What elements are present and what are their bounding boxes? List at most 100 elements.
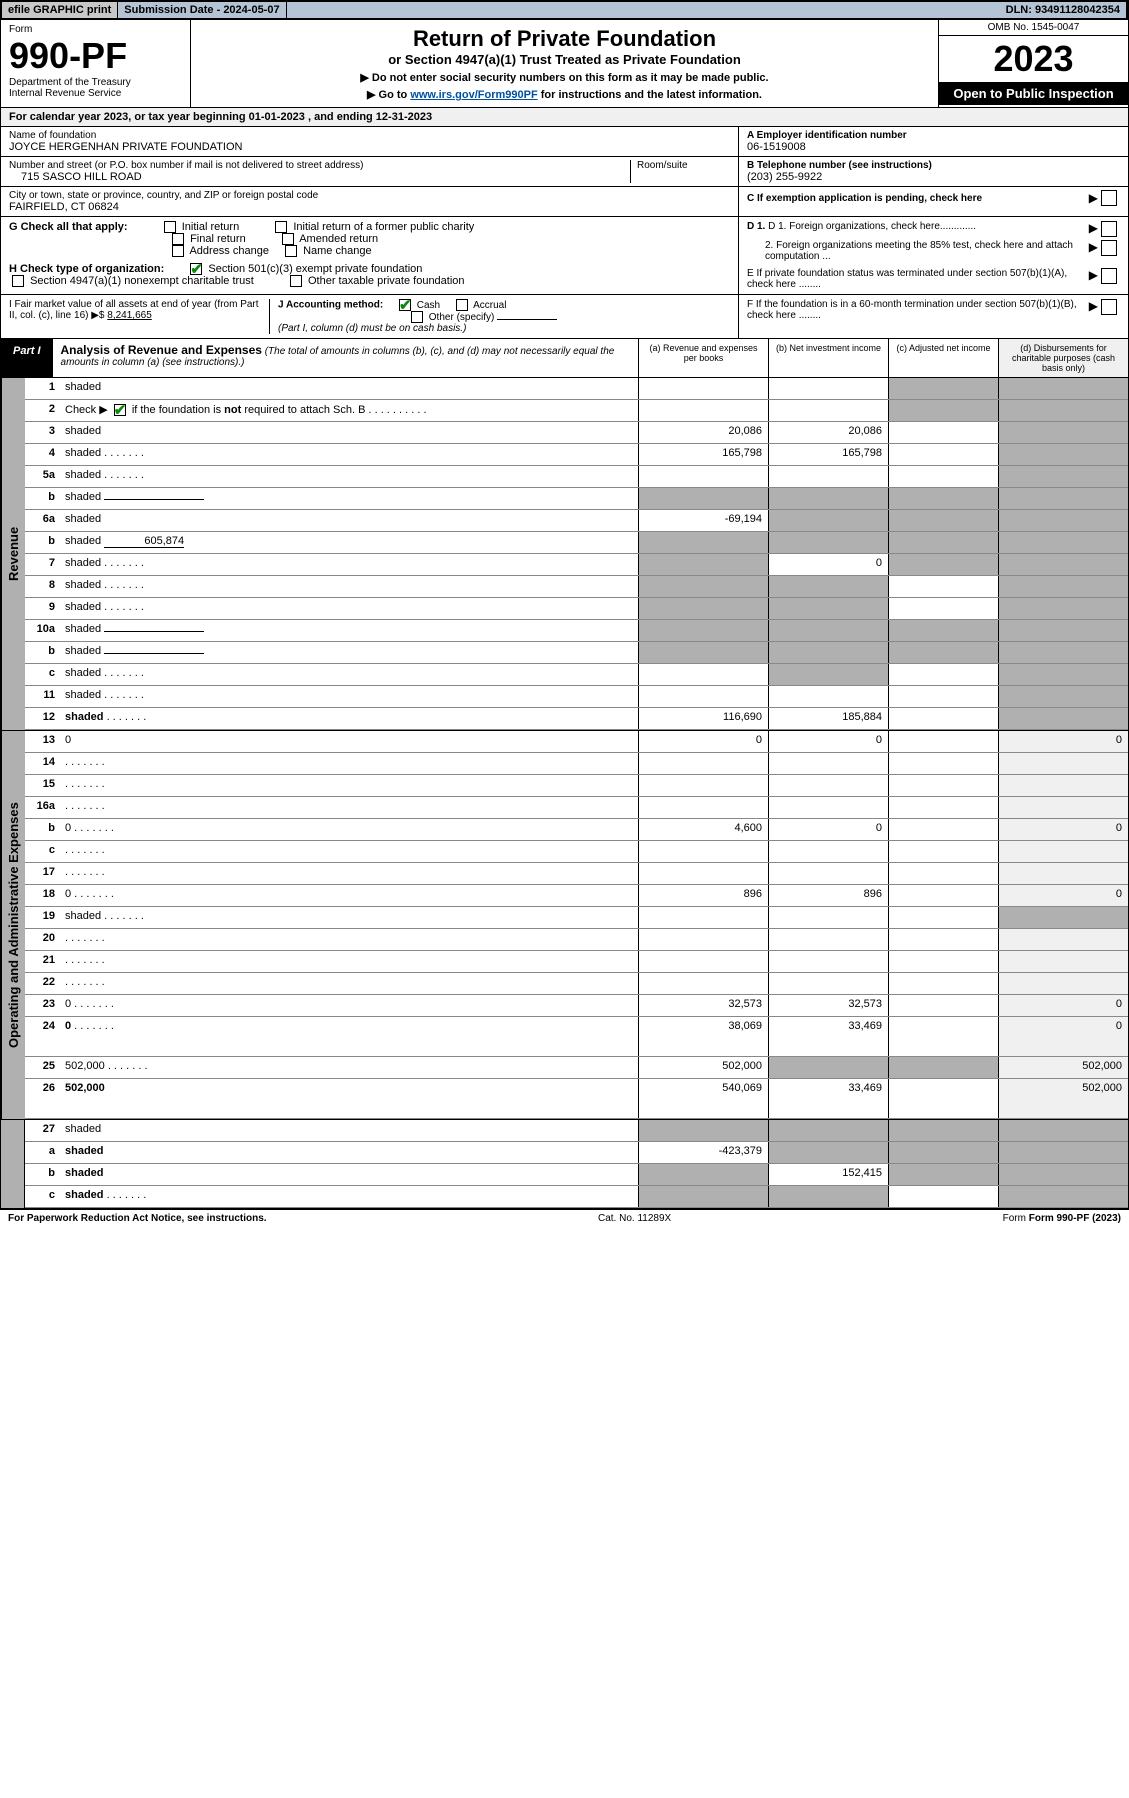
cell-col-c xyxy=(888,929,998,950)
cell-col-b xyxy=(768,1142,888,1163)
h-4947-checkbox[interactable] xyxy=(12,275,24,287)
cell-col-c xyxy=(888,775,998,796)
cell-col-b: 152,415 xyxy=(768,1164,888,1185)
submission-date: Submission Date - 2024-05-07 xyxy=(118,2,286,18)
j-cash-checkbox[interactable] xyxy=(399,299,411,311)
g-name-checkbox[interactable] xyxy=(285,245,297,257)
line-number: b xyxy=(25,488,61,509)
d-e-right: D 1. D 1. Foreign organizations, check h… xyxy=(738,217,1128,294)
line-description: . . . . . . . xyxy=(61,775,638,796)
cell-col-c xyxy=(888,1120,998,1141)
line-number: 11 xyxy=(25,686,61,707)
addr-label: Number and street (or P.O. box number if… xyxy=(9,160,630,171)
expenses-body: 13000014 . . . . . . .15 . . . . . . .16… xyxy=(25,731,1128,1119)
cell-col-b xyxy=(768,797,888,818)
line-number: 25 xyxy=(25,1057,61,1078)
cell-col-d xyxy=(998,907,1128,928)
info-right: A Employer identification number 06-1519… xyxy=(738,127,1128,216)
cell-col-a xyxy=(638,929,768,950)
schb-checkbox[interactable] xyxy=(114,404,126,416)
line-number: 20 xyxy=(25,929,61,950)
dept-treasury: Department of the Treasury xyxy=(9,77,182,88)
g-initial-former: Initial return of a former public charit… xyxy=(293,221,474,233)
cell-col-c xyxy=(888,664,998,685)
ein-value: 06-1519008 xyxy=(747,141,1120,153)
instr-link[interactable]: www.irs.gov/Form990PF xyxy=(410,89,537,101)
d2: 2. Foreign organizations meeting the 85%… xyxy=(747,240,1089,262)
g-addr-checkbox[interactable] xyxy=(172,245,184,257)
revenue-body: 1shaded2Check ▶ if the foundation is not… xyxy=(25,378,1128,730)
dln: DLN: 93491128042354 xyxy=(1000,2,1127,18)
g-initial-checkbox[interactable] xyxy=(164,221,176,233)
cell-col-a xyxy=(638,686,768,707)
cell-col-d xyxy=(998,929,1128,950)
table-row: 7shaded . . . . . . .0 xyxy=(25,554,1128,576)
cell-col-d xyxy=(998,1164,1128,1185)
cell-col-b xyxy=(768,863,888,884)
instr-2: ▶ Go to www.irs.gov/Form990PF for instru… xyxy=(197,88,932,101)
f-checkbox[interactable] xyxy=(1101,299,1117,315)
table-row: 21 . . . . . . . xyxy=(25,951,1128,973)
d1-checkbox[interactable] xyxy=(1101,221,1117,237)
table-row: 180 . . . . . . .8968960 xyxy=(25,885,1128,907)
cell-col-b xyxy=(768,466,888,487)
table-row: 8shaded . . . . . . . xyxy=(25,576,1128,598)
j-note: (Part I, column (d) must be on cash basi… xyxy=(278,323,466,334)
name-label: Name of foundation xyxy=(9,130,730,141)
footer-left: For Paperwork Reduction Act Notice, see … xyxy=(8,1213,267,1224)
j-accrual-checkbox[interactable] xyxy=(456,299,468,311)
final-table: 27shadedashaded-423,379bshaded152,415csh… xyxy=(0,1120,1129,1209)
cell-col-d xyxy=(998,532,1128,553)
h-501c3-checkbox[interactable] xyxy=(190,263,202,275)
g-amended-checkbox[interactable] xyxy=(282,233,294,245)
revenue-table: Revenue 1shaded2Check ▶ if the foundatio… xyxy=(0,378,1129,731)
line-description: 0 . . . . . . . xyxy=(61,995,638,1016)
header-right: OMB No. 1545-0047 2023 Open to Public In… xyxy=(938,20,1128,107)
section-i: I Fair market value of all assets at end… xyxy=(9,299,269,334)
footer-right: Form Form 990-PF (2023) xyxy=(1003,1213,1121,1224)
h-label: H Check type of organization: xyxy=(9,263,164,275)
j-label: J Accounting method: xyxy=(278,300,383,311)
cell-col-c xyxy=(888,444,998,465)
h-checks: H Check type of organization: Section 50… xyxy=(9,263,730,287)
cell-col-d xyxy=(998,1186,1128,1207)
cell-col-d xyxy=(998,598,1128,619)
line-description: shaded xyxy=(61,1120,638,1141)
c-checkbox[interactable] xyxy=(1101,190,1117,206)
line-number: 24 xyxy=(25,1017,61,1056)
cell-col-c xyxy=(888,642,998,663)
j-other-checkbox[interactable] xyxy=(411,311,423,323)
cell-col-c xyxy=(888,973,998,994)
cell-col-d xyxy=(998,753,1128,774)
cell-col-c xyxy=(888,863,998,884)
cell-col-d: 0 xyxy=(998,731,1128,752)
cell-col-a xyxy=(638,973,768,994)
e-checkbox[interactable] xyxy=(1101,268,1117,284)
cell-col-a: 4,600 xyxy=(638,819,768,840)
form-label: Form xyxy=(9,24,182,35)
table-row: 12shaded . . . . . . .116,690185,884 xyxy=(25,708,1128,730)
cell-col-d xyxy=(998,797,1128,818)
cell-col-c xyxy=(888,378,998,399)
table-row: 11shaded . . . . . . . xyxy=(25,686,1128,708)
cell-col-c xyxy=(888,576,998,597)
line-number: b xyxy=(25,819,61,840)
g-initial-former-checkbox[interactable] xyxy=(275,221,287,233)
line-description: shaded xyxy=(61,510,638,531)
cell-col-c xyxy=(888,995,998,1016)
cell-col-d xyxy=(998,1120,1128,1141)
cell-col-a xyxy=(638,554,768,575)
h-other-checkbox[interactable] xyxy=(290,275,302,287)
cell-col-d xyxy=(998,620,1128,641)
header-left: Form 990-PF Department of the Treasury I… xyxy=(1,20,191,107)
table-row: 20 . . . . . . . xyxy=(25,929,1128,951)
footer-form: Form 990-PF (2023) xyxy=(1029,1213,1121,1224)
g-final-checkbox[interactable] xyxy=(172,233,184,245)
d2-checkbox[interactable] xyxy=(1101,240,1117,256)
cell-col-b: 0 xyxy=(768,731,888,752)
line-description: shaded xyxy=(61,620,638,641)
e-label: E If private foundation status was termi… xyxy=(747,268,1089,290)
g-name: Name change xyxy=(303,245,372,257)
table-row: bshaded 605,874 xyxy=(25,532,1128,554)
cell-col-d: 0 xyxy=(998,1017,1128,1056)
